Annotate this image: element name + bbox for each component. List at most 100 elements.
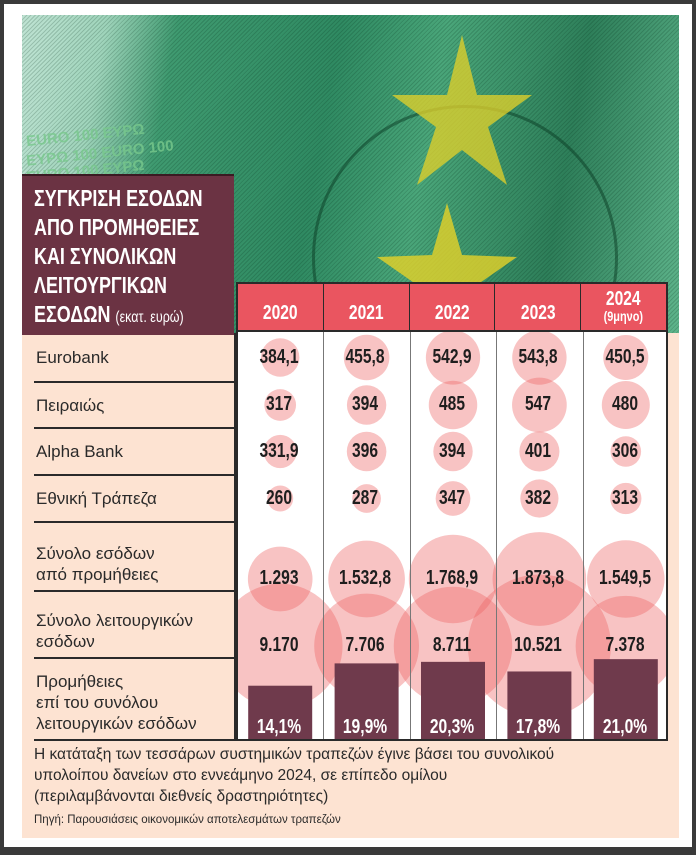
year-label: 2021 bbox=[348, 302, 384, 324]
percentage-bar bbox=[248, 685, 313, 740]
value-label: 542,9 bbox=[432, 345, 472, 368]
title-line: ΛΕΙΤΟΥΡΓΙΚΩΝ bbox=[34, 272, 168, 298]
row-label: Πειραιώς bbox=[36, 395, 105, 415]
value-bubble bbox=[435, 481, 471, 516]
row-label: Σύνολο λειτουργικών bbox=[36, 611, 193, 630]
row-label: λειτουργικών εσόδων bbox=[36, 714, 197, 733]
value-label: 313 bbox=[611, 486, 638, 509]
star-icon bbox=[392, 35, 532, 185]
value-bubble bbox=[263, 434, 297, 469]
value-label: 306 bbox=[611, 439, 638, 462]
value-bubble bbox=[610, 436, 642, 467]
divider bbox=[234, 333, 236, 740]
unit-label: (εκατ. ευρώ) bbox=[115, 309, 184, 326]
year-label: 2024 bbox=[606, 288, 641, 310]
value-label: 1.293 bbox=[259, 567, 299, 589]
value-bubble bbox=[346, 385, 387, 425]
column-divider bbox=[582, 332, 584, 740]
footnote-line: (περιλαμβάνονται διεθνείς δραστηριότητες… bbox=[34, 788, 329, 805]
value-label: 331,9 bbox=[259, 439, 299, 462]
value-label: 287 bbox=[352, 486, 379, 509]
value-label: 394 bbox=[352, 393, 379, 415]
value-bubble bbox=[260, 338, 300, 377]
value-label: 14,1% bbox=[256, 716, 302, 738]
value-bubble bbox=[492, 532, 587, 626]
value-label: 384,1 bbox=[259, 345, 299, 368]
value-label: 1.532,8 bbox=[339, 567, 392, 589]
row-divider bbox=[34, 657, 234, 659]
year-header-row: 2020 2021 2022 2023 2024 (9μηνο) bbox=[236, 282, 668, 332]
value-label: 260 bbox=[265, 486, 293, 509]
value-label: 19,9% bbox=[343, 716, 388, 738]
row-label: από προμήθειες bbox=[36, 565, 159, 584]
value-bubble bbox=[610, 482, 642, 515]
value-bubble bbox=[425, 332, 481, 385]
column-header-2022: 2022 bbox=[408, 284, 495, 330]
chart-title-box: ΣΥΓΚΡΙΣΗ ΕΣΟΔΩΝ ΑΠΟ ΠΡΟΜΗΘΕΙΕΣ ΚΑΙ ΣΥΝΟΛ… bbox=[22, 174, 234, 335]
percentage-bar bbox=[593, 659, 658, 740]
value-label: 10.521 bbox=[514, 634, 563, 656]
column-divider bbox=[409, 332, 411, 740]
value-label: 382 bbox=[525, 486, 552, 509]
value-bubble bbox=[512, 377, 567, 433]
value-label: 7.706 bbox=[345, 634, 385, 656]
value-bubble bbox=[343, 334, 390, 381]
value-label: 396 bbox=[352, 439, 379, 462]
value-bubble bbox=[428, 380, 478, 430]
value-label: 401 bbox=[525, 439, 552, 462]
row-label: Εθνική Τράπεζα bbox=[36, 489, 157, 508]
row-divider bbox=[34, 427, 234, 429]
value-bubble bbox=[408, 534, 498, 624]
star-icon bbox=[377, 203, 517, 333]
value-bubble bbox=[467, 574, 611, 718]
value-label: 20,3% bbox=[429, 716, 474, 738]
value-label: 21,0% bbox=[602, 716, 647, 738]
value-bubble bbox=[587, 540, 665, 618]
percentage-bar bbox=[421, 661, 485, 740]
column-header-2021: 2021 bbox=[322, 284, 409, 330]
value-bubble bbox=[352, 484, 381, 513]
row-divider bbox=[34, 590, 234, 592]
row-divider bbox=[34, 474, 234, 476]
footnote-line: υπολοίπου δανείων στο εννεάμηνο 2024, σε… bbox=[34, 767, 448, 784]
value-bubble bbox=[512, 332, 567, 385]
value-bubble bbox=[267, 485, 294, 512]
marks-layer bbox=[238, 332, 666, 740]
value-label: 1.768,9 bbox=[425, 567, 478, 589]
value-label: 1.549,5 bbox=[598, 567, 651, 589]
value-bubble bbox=[520, 479, 559, 518]
row-label: Προμήθειες bbox=[36, 672, 124, 691]
value-label: 9.170 bbox=[259, 634, 299, 656]
value-bubble bbox=[264, 389, 297, 421]
value-bubble bbox=[603, 334, 649, 381]
row-divider bbox=[34, 521, 234, 523]
value-bubble bbox=[346, 431, 387, 472]
column-header-2024: 2024 (9μηνο) bbox=[580, 284, 666, 330]
footnote: Η κατάταξη των τεσσάρων συστημικών τραπε… bbox=[34, 744, 674, 807]
value-label: 7.378 bbox=[605, 634, 645, 656]
divider bbox=[34, 739, 668, 741]
period-label: (9μηνο) bbox=[603, 308, 644, 324]
value-label: 450,5 bbox=[605, 345, 645, 368]
title-line: ΕΣΟΔΩΝ bbox=[34, 301, 111, 327]
footnote-line: Η κατάταξη των τεσσάρων συστημικών τραπε… bbox=[34, 746, 555, 763]
row-label: Eurobank bbox=[36, 348, 109, 367]
value-bubble bbox=[601, 381, 650, 429]
table-body bbox=[236, 332, 668, 740]
row-divider bbox=[34, 381, 234, 383]
value-label: 480 bbox=[611, 393, 638, 415]
column-header-2023: 2023 bbox=[494, 284, 580, 330]
value-label: 547 bbox=[525, 393, 552, 415]
percentage-bar bbox=[334, 663, 399, 740]
row-label: Σύνολο εσόδων bbox=[36, 544, 155, 563]
column-divider bbox=[496, 332, 498, 740]
chart-title: ΣΥΓΚΡΙΣΗ ΕΣΟΔΩΝ ΑΠΟ ΠΡΟΜΗΘΕΙΕΣ ΚΑΙ ΣΥΝΟΛ… bbox=[34, 184, 203, 332]
source-note: Πηγή: Παρουσιάσεις οικονομικών αποτελεσμ… bbox=[34, 814, 341, 826]
value-label: 543,8 bbox=[518, 345, 558, 368]
value-label: 1.873,8 bbox=[512, 567, 565, 589]
row-label: Alpha Bank bbox=[36, 442, 123, 461]
year-label: 2023 bbox=[520, 302, 556, 324]
year-label: 2022 bbox=[434, 302, 470, 324]
value-bubble bbox=[238, 583, 343, 709]
title-line: ΑΠΟ ΠΡΟΜΗΘΕΙΕΣ bbox=[34, 214, 200, 240]
